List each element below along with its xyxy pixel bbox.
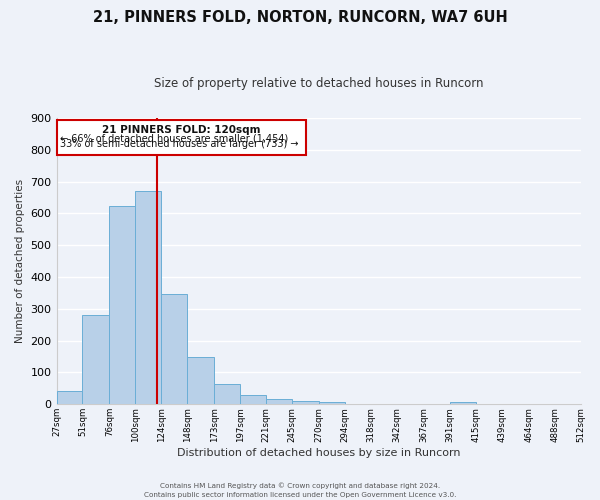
Bar: [109, 206, 136, 404]
Bar: [319, 402, 345, 404]
Bar: [187, 357, 214, 405]
Bar: [161, 294, 187, 405]
Bar: [82, 315, 109, 404]
Text: 21, PINNERS FOLD, NORTON, RUNCORN, WA7 6UH: 21, PINNERS FOLD, NORTON, RUNCORN, WA7 6…: [92, 10, 508, 25]
Title: Size of property relative to detached houses in Runcorn: Size of property relative to detached ho…: [154, 78, 483, 90]
Text: 33% of semi-detached houses are larger (733) →: 33% of semi-detached houses are larger (…: [60, 140, 298, 149]
FancyBboxPatch shape: [56, 120, 306, 154]
Y-axis label: Number of detached properties: Number of detached properties: [15, 179, 25, 343]
Bar: [266, 398, 292, 404]
X-axis label: Distribution of detached houses by size in Runcorn: Distribution of detached houses by size …: [177, 448, 460, 458]
Text: Contains HM Land Registry data © Crown copyright and database right 2024.: Contains HM Land Registry data © Crown c…: [160, 482, 440, 489]
Text: 21 PINNERS FOLD: 120sqm: 21 PINNERS FOLD: 120sqm: [102, 126, 260, 136]
Bar: [56, 390, 82, 404]
Bar: [136, 191, 161, 404]
Bar: [450, 402, 476, 404]
Bar: [292, 401, 319, 404]
Text: ← 66% of detached houses are smaller (1,454): ← 66% of detached houses are smaller (1,…: [60, 133, 288, 143]
Bar: [240, 395, 266, 404]
Text: Contains public sector information licensed under the Open Government Licence v3: Contains public sector information licen…: [144, 492, 456, 498]
Bar: [214, 384, 240, 404]
